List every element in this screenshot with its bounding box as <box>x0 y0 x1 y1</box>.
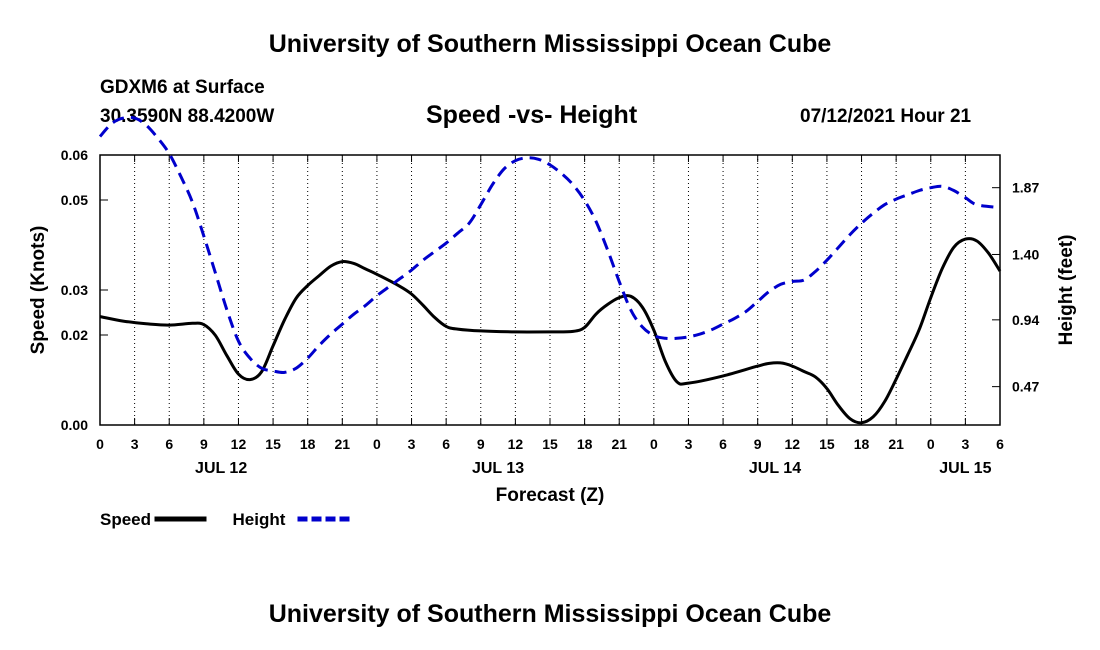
x-tick-label: 9 <box>477 436 485 452</box>
x-tick-label: 6 <box>442 436 450 452</box>
x-tick-label: 12 <box>231 436 247 452</box>
x-tick-label: 0 <box>927 436 935 452</box>
x-tick-label: 9 <box>754 436 762 452</box>
x-tick-label: 3 <box>961 436 969 452</box>
x-tick-label: 12 <box>785 436 801 452</box>
y2-tick-label: 1.87 <box>1012 180 1039 196</box>
series-line-speed <box>99 237 1002 425</box>
y-tick-label: 0.03 <box>61 282 88 298</box>
x-tick-label: 6 <box>996 436 1004 452</box>
x-tick-label: 18 <box>300 436 316 452</box>
y2-tick-label: 1.40 <box>1012 246 1039 262</box>
coordinates-label: 30.3590N 88.4200W <box>100 106 275 127</box>
x-tick-label: 12 <box>508 436 524 452</box>
y-tick-label: 0.02 <box>61 327 88 343</box>
y2-tick-label: 0.94 <box>1012 312 1039 328</box>
x-tick-label: 9 <box>200 436 208 452</box>
x-tick-label: 15 <box>542 436 558 452</box>
y-axis-title: Speed (Knots) <box>28 226 49 355</box>
x-tick-label: 0 <box>650 436 658 452</box>
chart-title: Speed -vs- Height <box>426 101 638 129</box>
x-tick-label: 6 <box>719 436 727 452</box>
x-tick-label: 3 <box>131 436 139 452</box>
bottom-title: University of Southern Mississippi Ocean… <box>268 600 832 628</box>
x-tick-label: 21 <box>888 436 904 452</box>
top-title: University of Southern Mississippi Ocean… <box>268 30 832 58</box>
x-tick-label: 15 <box>265 436 281 452</box>
y-tick-label: 0.05 <box>61 192 88 208</box>
x-tick-label: 18 <box>577 436 593 452</box>
forecast-datetime: 07/12/2021 Hour 21 <box>800 106 972 127</box>
date-label: JUL 12 <box>195 460 247 477</box>
x-tick-label: 21 <box>335 436 351 452</box>
y-tick-label: 0.06 <box>61 147 88 163</box>
x-tick-label: 0 <box>373 436 381 452</box>
legend-label-height: Height <box>233 510 286 529</box>
x-tick-label: 3 <box>408 436 416 452</box>
x-tick-label: 6 <box>165 436 173 452</box>
date-label: JUL 13 <box>472 460 524 477</box>
x-tick-label: 0 <box>96 436 104 452</box>
x-tick-label: 15 <box>819 436 835 452</box>
x-tick-label: 3 <box>685 436 693 452</box>
y-tick-label: 0.00 <box>61 417 88 433</box>
x-tick-label: 18 <box>854 436 870 452</box>
station-label: GDXM6 at Surface <box>100 77 265 98</box>
y2-tick-label: 0.47 <box>1012 379 1039 395</box>
x-axis-title: Forecast (Z) <box>496 485 605 506</box>
date-label: JUL 15 <box>939 460 991 477</box>
x-tick-label: 21 <box>611 436 627 452</box>
y2-axis-title: Height (feet) <box>1056 235 1077 346</box>
legend-label-speed: Speed <box>100 510 151 529</box>
date-label: JUL 14 <box>749 460 801 477</box>
series-line-height <box>98 115 1001 375</box>
